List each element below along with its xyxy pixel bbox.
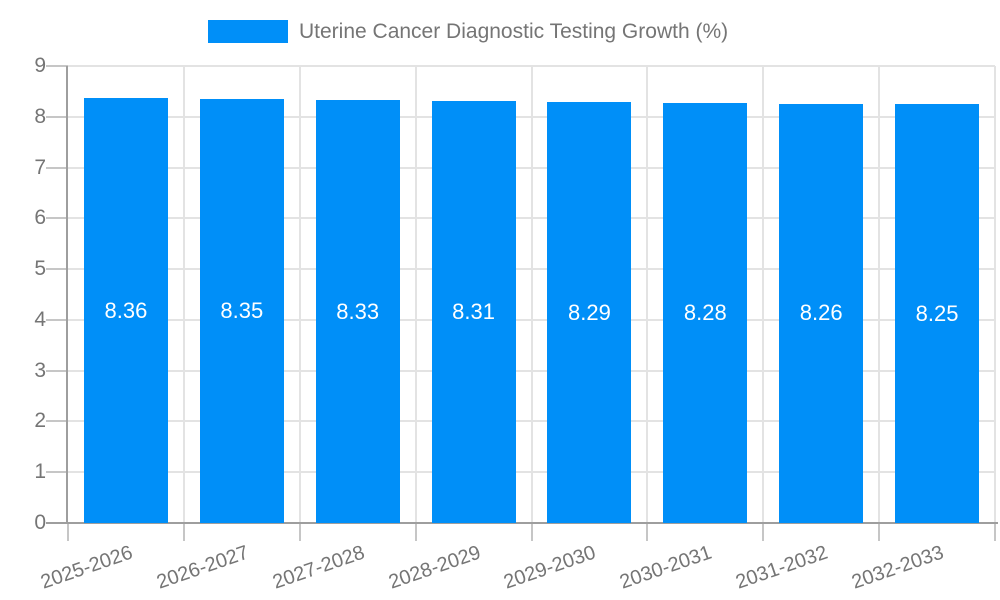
- y-axis-line: [66, 66, 68, 523]
- y-tick-mark: [46, 166, 68, 169]
- bar[interactable]: 8.35: [199, 99, 284, 523]
- y-tick-label: 0: [34, 511, 46, 534]
- bar[interactable]: 8.36: [83, 98, 168, 523]
- x-tick-mark: [298, 523, 301, 541]
- x-tick-mark: [646, 523, 649, 541]
- x-tick-mark: [878, 523, 881, 541]
- y-tick-mark: [46, 471, 68, 474]
- gridline-vertical: [646, 66, 649, 523]
- gridline-vertical: [530, 66, 533, 523]
- y-tick-label: 6: [34, 206, 46, 230]
- bar-value-label: 8.36: [104, 297, 148, 323]
- y-tick-label: 7: [34, 155, 46, 179]
- gridline-vertical: [298, 66, 301, 523]
- bar-value-label: 8.31: [452, 299, 495, 324]
- y-tick-mark: [46, 318, 68, 321]
- bar[interactable]: 8.28: [663, 102, 748, 523]
- gridline-vertical: [994, 66, 996, 523]
- bar-value-label: 8.29: [568, 299, 611, 325]
- y-tick-label: 2: [34, 409, 46, 433]
- x-tick-mark: [762, 523, 765, 541]
- x-tick-mark: [414, 523, 417, 541]
- bar[interactable]: 8.26: [779, 103, 864, 523]
- bar-value-label: 8.28: [683, 299, 727, 325]
- y-tick-mark: [46, 115, 68, 118]
- y-tick-mark: [46, 369, 68, 372]
- gridline-vertical: [878, 66, 881, 523]
- bar-value-label: 8.33: [336, 298, 380, 324]
- bar[interactable]: 8.29: [547, 102, 632, 523]
- y-tick-mark: [46, 217, 68, 220]
- y-tick-label: 9: [34, 54, 46, 77]
- gridline-vertical: [414, 66, 417, 523]
- gridline-vertical: [182, 66, 185, 523]
- legend-swatch[interactable]: [208, 20, 288, 43]
- x-tick-mark: [530, 523, 533, 541]
- y-tick-label: 3: [34, 358, 46, 382]
- x-tick-mark: [994, 523, 996, 541]
- bar-value-label: 8.35: [220, 297, 264, 323]
- bar-value-label: 8.26: [799, 300, 843, 326]
- y-tick-mark: [46, 420, 68, 423]
- y-tick-label: 4: [34, 307, 46, 331]
- gridline-vertical: [762, 66, 765, 523]
- bar[interactable]: 8.25: [895, 104, 980, 523]
- y-tick-mark: [46, 65, 68, 67]
- legend-label: Uterine Cancer Diagnostic Testing Growth…: [299, 20, 729, 43]
- bar[interactable]: 8.31: [431, 101, 516, 523]
- y-tick-label: 5: [34, 257, 46, 281]
- x-tick-mark: [67, 523, 69, 541]
- bar-value-label: 8.25: [915, 300, 959, 326]
- bar[interactable]: 8.33: [315, 100, 400, 523]
- y-tick-mark: [46, 268, 68, 271]
- legend[interactable]: Uterine Cancer Diagnostic Testing Growth…: [208, 20, 728, 43]
- x-axis-baseline: [46, 522, 998, 524]
- y-tick-label: 1: [34, 460, 46, 484]
- x-tick-mark: [182, 523, 185, 541]
- y-tick-label: 8: [34, 104, 46, 128]
